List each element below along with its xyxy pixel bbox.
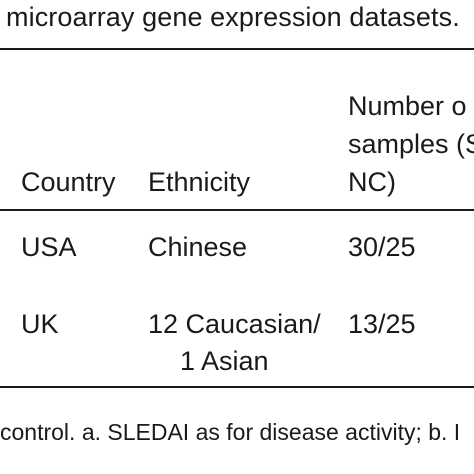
row2-samples: 13/25 [348, 309, 416, 339]
row2-ethnicity-line2: 1 Asian [180, 346, 269, 376]
header-country: Country [21, 167, 116, 197]
row1-ethnicity: Chinese [148, 232, 248, 262]
header-ethnicity: Ethnicity [148, 167, 251, 197]
table-bottom-rule [0, 386, 474, 388]
table-header-rule [0, 209, 474, 211]
table-footnote: control. a. SLEDAI as for disease activi… [0, 419, 461, 445]
header-samples-line1: Number o [348, 91, 467, 121]
header-samples-line3: NC) [348, 167, 396, 197]
row1-samples: 30/25 [348, 232, 416, 262]
header-samples-line2: samples (S [348, 129, 474, 159]
row2-ethnicity-line1: 12 Caucasian/ [148, 309, 321, 339]
row1-country: USA [21, 232, 77, 262]
table-top-rule [0, 48, 474, 50]
row2-country: UK [21, 309, 59, 339]
table-caption: microarray gene expression datasets. [6, 2, 460, 32]
